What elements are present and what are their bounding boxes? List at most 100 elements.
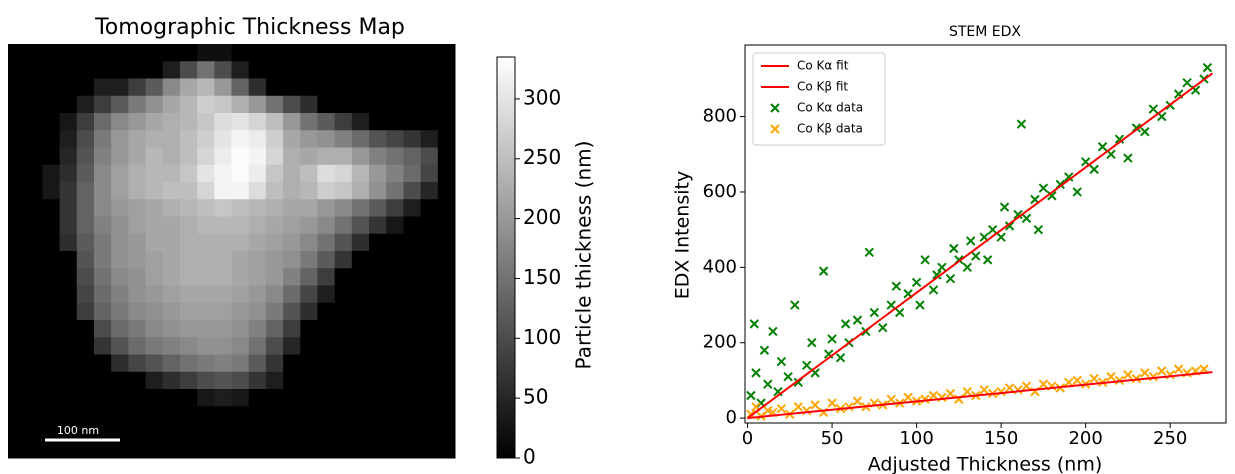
heatmap-cell xyxy=(179,268,198,286)
heatmap-cell xyxy=(351,44,370,62)
heatmap-cell xyxy=(420,182,439,200)
heatmap-cell xyxy=(8,182,26,200)
colorbar-tick-label: 300 xyxy=(523,85,561,109)
y-tick-label: 800 xyxy=(703,106,737,127)
heatmap-cell xyxy=(42,285,61,304)
heatmap-cell xyxy=(231,268,250,286)
heatmap-cell xyxy=(179,337,198,355)
heatmap-cell xyxy=(8,147,26,166)
heatmap-cell xyxy=(265,302,284,321)
heatmap-cell xyxy=(59,337,78,355)
heatmap-cell xyxy=(59,251,78,269)
data-point xyxy=(1106,371,1116,382)
heatmap-cell xyxy=(93,302,112,321)
heatmap-cell xyxy=(111,302,129,321)
heatmap-cell xyxy=(437,130,456,148)
heatmap-cell xyxy=(317,406,336,424)
heatmap-cell xyxy=(197,423,215,442)
heatmap-cell xyxy=(386,337,404,355)
heatmap-cell xyxy=(93,44,112,62)
heatmap-cell xyxy=(145,251,164,269)
heatmap-cell xyxy=(8,440,26,459)
x-axis-label: Adjusted Thickness (nm) xyxy=(868,454,1103,474)
legend-label: Co Kβ fit xyxy=(797,80,848,94)
scatter-title: STEM EDX xyxy=(949,24,1021,40)
heatmap-cell xyxy=(42,389,61,407)
data-point xyxy=(1148,371,1159,382)
fit-line xyxy=(746,72,1214,419)
data-point xyxy=(1173,364,1184,374)
heatmap-cell xyxy=(351,285,370,304)
heatmap-cell xyxy=(248,389,267,407)
heatmap-cell xyxy=(128,199,147,217)
heatmap-cell xyxy=(403,423,422,442)
heatmap-cell xyxy=(334,337,353,355)
heatmap-cell xyxy=(248,371,267,390)
heatmap-cell xyxy=(128,251,147,269)
heatmap-cell xyxy=(145,337,164,355)
legend-label: Co Kα fit xyxy=(797,59,849,73)
heatmap-cell xyxy=(59,233,78,252)
data-point xyxy=(1033,224,1044,235)
heatmap-cell xyxy=(317,389,336,407)
heatmap-cell xyxy=(420,199,439,217)
data-point xyxy=(949,243,959,254)
heatmap-cell xyxy=(248,182,267,200)
heatmap-cell xyxy=(334,44,353,62)
heatmap-cell xyxy=(403,268,422,286)
heatmap-cell xyxy=(231,406,250,424)
heatmap-cell xyxy=(145,95,164,114)
heatmap-cell xyxy=(300,199,318,217)
heatmap-cell xyxy=(334,406,353,424)
legend-swatch xyxy=(770,124,780,134)
heatmap-cell xyxy=(317,354,336,373)
heatmap-cell xyxy=(300,320,318,338)
heatmap-cell xyxy=(420,113,439,131)
heatmap-cell xyxy=(93,423,112,442)
heatmap-cell xyxy=(437,371,456,390)
heatmap-cell xyxy=(437,164,456,183)
heatmap-cell xyxy=(283,44,301,62)
heatmap-cell xyxy=(420,320,439,338)
heatmap-cell xyxy=(197,354,215,373)
heatmap-cell xyxy=(42,199,61,217)
heatmap-cell xyxy=(231,113,250,131)
heatmap-cell xyxy=(420,389,439,407)
heatmap-cell xyxy=(300,354,318,373)
heatmap-cell xyxy=(128,320,147,338)
heatmap-cell xyxy=(386,251,404,269)
heatmap-cell xyxy=(231,251,250,269)
heatmap-cell xyxy=(93,406,112,424)
heatmap-cell xyxy=(59,423,78,442)
heatmap-cell xyxy=(317,423,336,442)
heatmap-cell xyxy=(93,389,112,407)
heatmap-cell xyxy=(351,130,370,148)
heatmap-cell xyxy=(162,164,181,183)
heatmap-cell xyxy=(420,95,439,114)
heatmap-cell xyxy=(145,78,164,97)
heatmap-cell xyxy=(248,233,267,252)
data-point xyxy=(1072,187,1082,197)
heatmap-cell xyxy=(420,216,439,235)
heatmap-cell xyxy=(25,251,43,269)
data-point xyxy=(937,392,947,403)
heatmap-cell xyxy=(145,182,164,200)
heatmap-cell xyxy=(386,354,404,373)
data-point xyxy=(1140,368,1150,378)
heatmap-cell xyxy=(403,44,422,62)
heatmap-cell xyxy=(369,44,387,62)
heatmap-cell xyxy=(265,320,284,338)
heatmap-cell xyxy=(369,389,387,407)
heatmap-cell xyxy=(214,285,232,304)
heatmap-cell xyxy=(420,233,439,252)
heatmap-cell xyxy=(145,147,164,166)
data-point xyxy=(763,379,773,389)
heatmap-cell xyxy=(248,199,267,217)
heatmap-cell xyxy=(197,440,215,459)
heatmap-cell xyxy=(351,337,370,355)
heatmap-title: Tomographic Thickness Map xyxy=(94,15,405,40)
heatmap-cell xyxy=(437,147,456,166)
colorbar-label: Particle thickness (nm) xyxy=(572,141,596,370)
heatmap-cell xyxy=(59,302,78,321)
heatmap-cell xyxy=(437,199,456,217)
